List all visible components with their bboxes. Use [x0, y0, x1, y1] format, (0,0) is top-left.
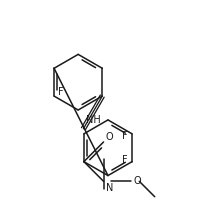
- Text: F: F: [122, 155, 128, 165]
- Text: N: N: [105, 183, 112, 193]
- Text: NH: NH: [85, 115, 100, 125]
- Text: F: F: [122, 131, 128, 141]
- Text: F: F: [58, 87, 63, 97]
- Text: O: O: [105, 132, 113, 142]
- Text: O: O: [133, 176, 140, 186]
